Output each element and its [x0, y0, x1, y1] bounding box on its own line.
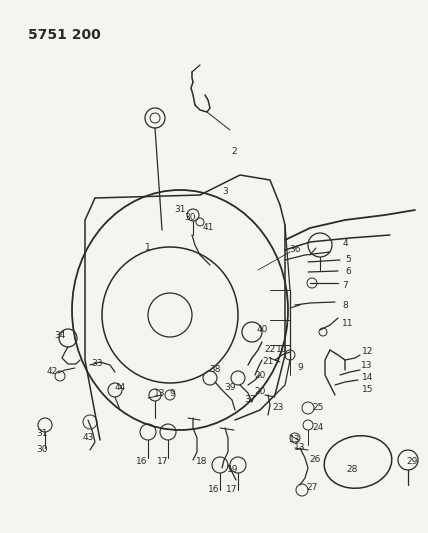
Text: 10: 10 [276, 345, 288, 354]
Text: 7: 7 [342, 280, 348, 289]
Text: 26: 26 [309, 456, 321, 464]
Text: 21: 21 [262, 358, 273, 367]
Text: 11: 11 [342, 319, 354, 327]
Text: 27: 27 [306, 483, 318, 492]
Text: 20: 20 [254, 387, 266, 397]
Text: 9: 9 [297, 362, 303, 372]
Text: 29: 29 [406, 457, 418, 466]
Text: 30: 30 [36, 446, 48, 455]
Text: 5: 5 [345, 255, 351, 264]
Text: 17: 17 [226, 486, 238, 495]
Text: 31: 31 [174, 206, 186, 214]
Text: 16: 16 [208, 486, 220, 495]
Text: 19: 19 [227, 465, 239, 474]
Text: 2: 2 [231, 148, 237, 157]
Text: 41: 41 [202, 223, 214, 232]
Text: 38: 38 [209, 366, 221, 375]
Text: 31: 31 [36, 429, 48, 438]
Text: 16: 16 [136, 457, 148, 466]
Text: 13: 13 [289, 435, 301, 445]
Text: 22: 22 [265, 345, 276, 354]
Text: 24: 24 [312, 424, 324, 432]
Text: 42: 42 [46, 367, 58, 376]
Text: 6: 6 [345, 268, 351, 277]
Text: 37: 37 [244, 395, 256, 405]
Text: 40: 40 [256, 326, 268, 335]
Text: 25: 25 [312, 403, 324, 413]
Text: 13: 13 [361, 361, 373, 370]
Text: 8: 8 [342, 301, 348, 310]
Text: 20: 20 [254, 370, 266, 379]
Text: 43: 43 [82, 433, 94, 442]
Text: 15: 15 [362, 385, 374, 394]
Text: 4: 4 [342, 238, 348, 247]
Text: 33: 33 [91, 359, 103, 367]
Text: 28: 28 [346, 465, 358, 474]
Text: 36: 36 [289, 246, 301, 254]
Text: 5751 200: 5751 200 [28, 28, 101, 42]
Text: 1: 1 [145, 244, 151, 253]
Text: 17: 17 [157, 457, 169, 466]
Text: 13: 13 [154, 389, 166, 398]
Text: 34: 34 [54, 332, 65, 341]
Text: 12: 12 [363, 348, 374, 357]
Text: 3: 3 [222, 188, 228, 197]
Text: 39: 39 [224, 384, 236, 392]
Text: 23: 23 [272, 403, 284, 413]
Text: 44: 44 [114, 384, 126, 392]
Text: 14: 14 [363, 374, 374, 383]
Text: 18: 18 [196, 457, 208, 466]
Text: 13: 13 [294, 443, 306, 453]
Text: 9: 9 [169, 389, 175, 398]
Text: 30: 30 [184, 214, 196, 222]
